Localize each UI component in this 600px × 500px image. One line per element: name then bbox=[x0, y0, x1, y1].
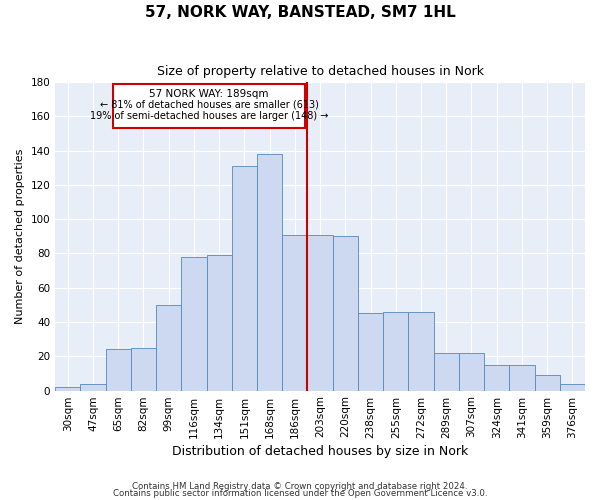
Bar bbox=[484, 365, 509, 390]
Text: Contains HM Land Registry data © Crown copyright and database right 2024.: Contains HM Land Registry data © Crown c… bbox=[132, 482, 468, 491]
Bar bbox=[307, 234, 332, 390]
Bar bbox=[55, 387, 80, 390]
Bar bbox=[332, 236, 358, 390]
Bar bbox=[560, 384, 585, 390]
Text: Contains public sector information licensed under the Open Government Licence v3: Contains public sector information licen… bbox=[113, 489, 487, 498]
Bar bbox=[409, 312, 434, 390]
Bar bbox=[181, 257, 206, 390]
Bar bbox=[358, 314, 383, 390]
Text: 19% of semi-detached houses are larger (148) →: 19% of semi-detached houses are larger (… bbox=[90, 111, 328, 121]
Bar bbox=[434, 353, 459, 391]
Bar bbox=[257, 154, 282, 390]
Text: 57 NORK WAY: 189sqm: 57 NORK WAY: 189sqm bbox=[149, 89, 269, 99]
Title: Size of property relative to detached houses in Nork: Size of property relative to detached ho… bbox=[157, 65, 484, 78]
Bar bbox=[131, 348, 156, 391]
Bar bbox=[206, 255, 232, 390]
Bar bbox=[156, 305, 181, 390]
Bar bbox=[535, 375, 560, 390]
Y-axis label: Number of detached properties: Number of detached properties bbox=[15, 148, 25, 324]
Bar bbox=[232, 166, 257, 390]
Text: ← 81% of detached houses are smaller (613): ← 81% of detached houses are smaller (61… bbox=[100, 99, 319, 109]
Bar bbox=[106, 350, 131, 391]
Bar bbox=[459, 353, 484, 391]
Bar bbox=[383, 312, 409, 390]
X-axis label: Distribution of detached houses by size in Nork: Distribution of detached houses by size … bbox=[172, 444, 468, 458]
FancyBboxPatch shape bbox=[113, 84, 305, 128]
Bar bbox=[282, 234, 307, 390]
Text: 57, NORK WAY, BANSTEAD, SM7 1HL: 57, NORK WAY, BANSTEAD, SM7 1HL bbox=[145, 5, 455, 20]
Bar bbox=[509, 365, 535, 390]
Bar bbox=[80, 384, 106, 390]
